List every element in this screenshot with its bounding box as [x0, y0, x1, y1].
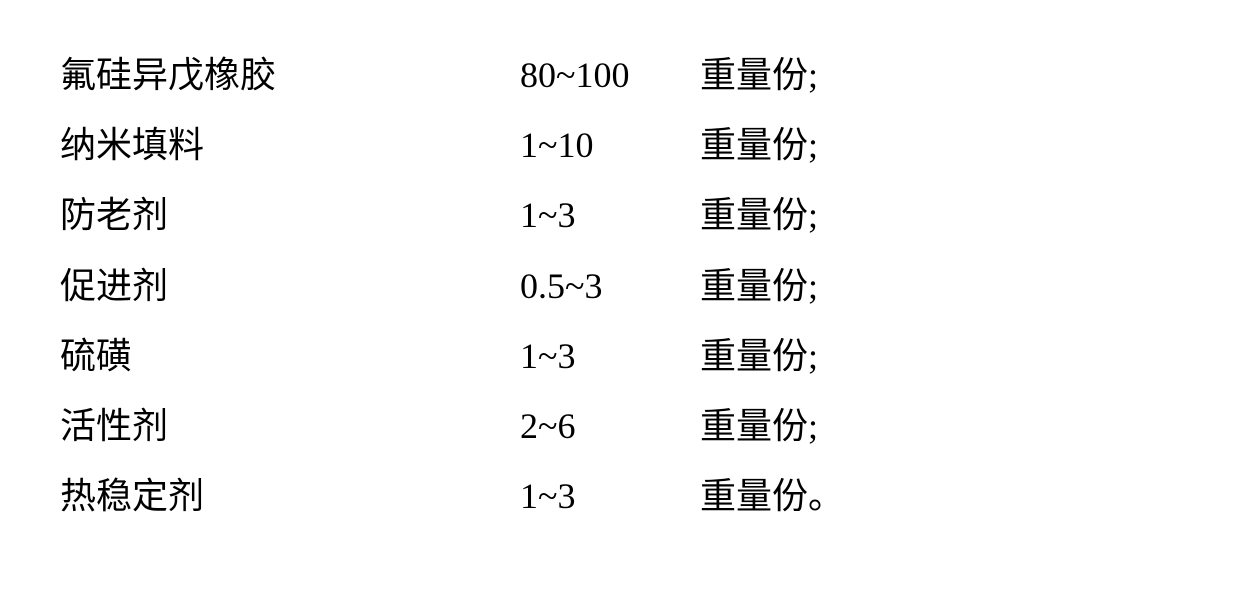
- table-row: 防老剂 1~3 重量份;: [60, 180, 1180, 250]
- ingredient-unit: 重量份;: [680, 110, 1180, 180]
- ingredient-unit: 重量份。: [680, 461, 1180, 531]
- ingredient-name: 氟硅异戊橡胶: [60, 40, 480, 110]
- ingredient-name: 热稳定剂: [60, 461, 480, 531]
- ingredient-amount: 1~3: [480, 180, 680, 250]
- table-row: 氟硅异戊橡胶 80~100 重量份;: [60, 40, 1180, 110]
- ingredient-unit: 重量份;: [680, 180, 1180, 250]
- ingredient-amount: 1~3: [480, 321, 680, 391]
- table-row: 热稳定剂 1~3 重量份。: [60, 461, 1180, 531]
- table-row: 促进剂 0.5~3 重量份;: [60, 251, 1180, 321]
- ingredient-name: 防老剂: [60, 180, 480, 250]
- ingredient-amount: 1~10: [480, 110, 680, 180]
- ingredient-amount: 1~3: [480, 461, 680, 531]
- table-row: 硫磺 1~3 重量份;: [60, 321, 1180, 391]
- ingredient-unit: 重量份;: [680, 391, 1180, 461]
- ingredient-name: 硫磺: [60, 321, 480, 391]
- ingredient-amount: 2~6: [480, 391, 680, 461]
- ingredient-unit: 重量份;: [680, 40, 1180, 110]
- ingredient-unit: 重量份;: [680, 251, 1180, 321]
- table-row: 纳米填料 1~10 重量份;: [60, 110, 1180, 180]
- ingredient-amount: 80~100: [480, 40, 680, 110]
- ingredient-name: 促进剂: [60, 251, 480, 321]
- ingredient-table: 氟硅异戊橡胶 80~100 重量份; 纳米填料 1~10 重量份; 防老剂 1~…: [60, 40, 1180, 531]
- table-row: 活性剂 2~6 重量份;: [60, 391, 1180, 461]
- ingredient-name: 纳米填料: [60, 110, 480, 180]
- ingredient-name: 活性剂: [60, 391, 480, 461]
- ingredient-unit: 重量份;: [680, 321, 1180, 391]
- ingredient-amount: 0.5~3: [480, 251, 680, 321]
